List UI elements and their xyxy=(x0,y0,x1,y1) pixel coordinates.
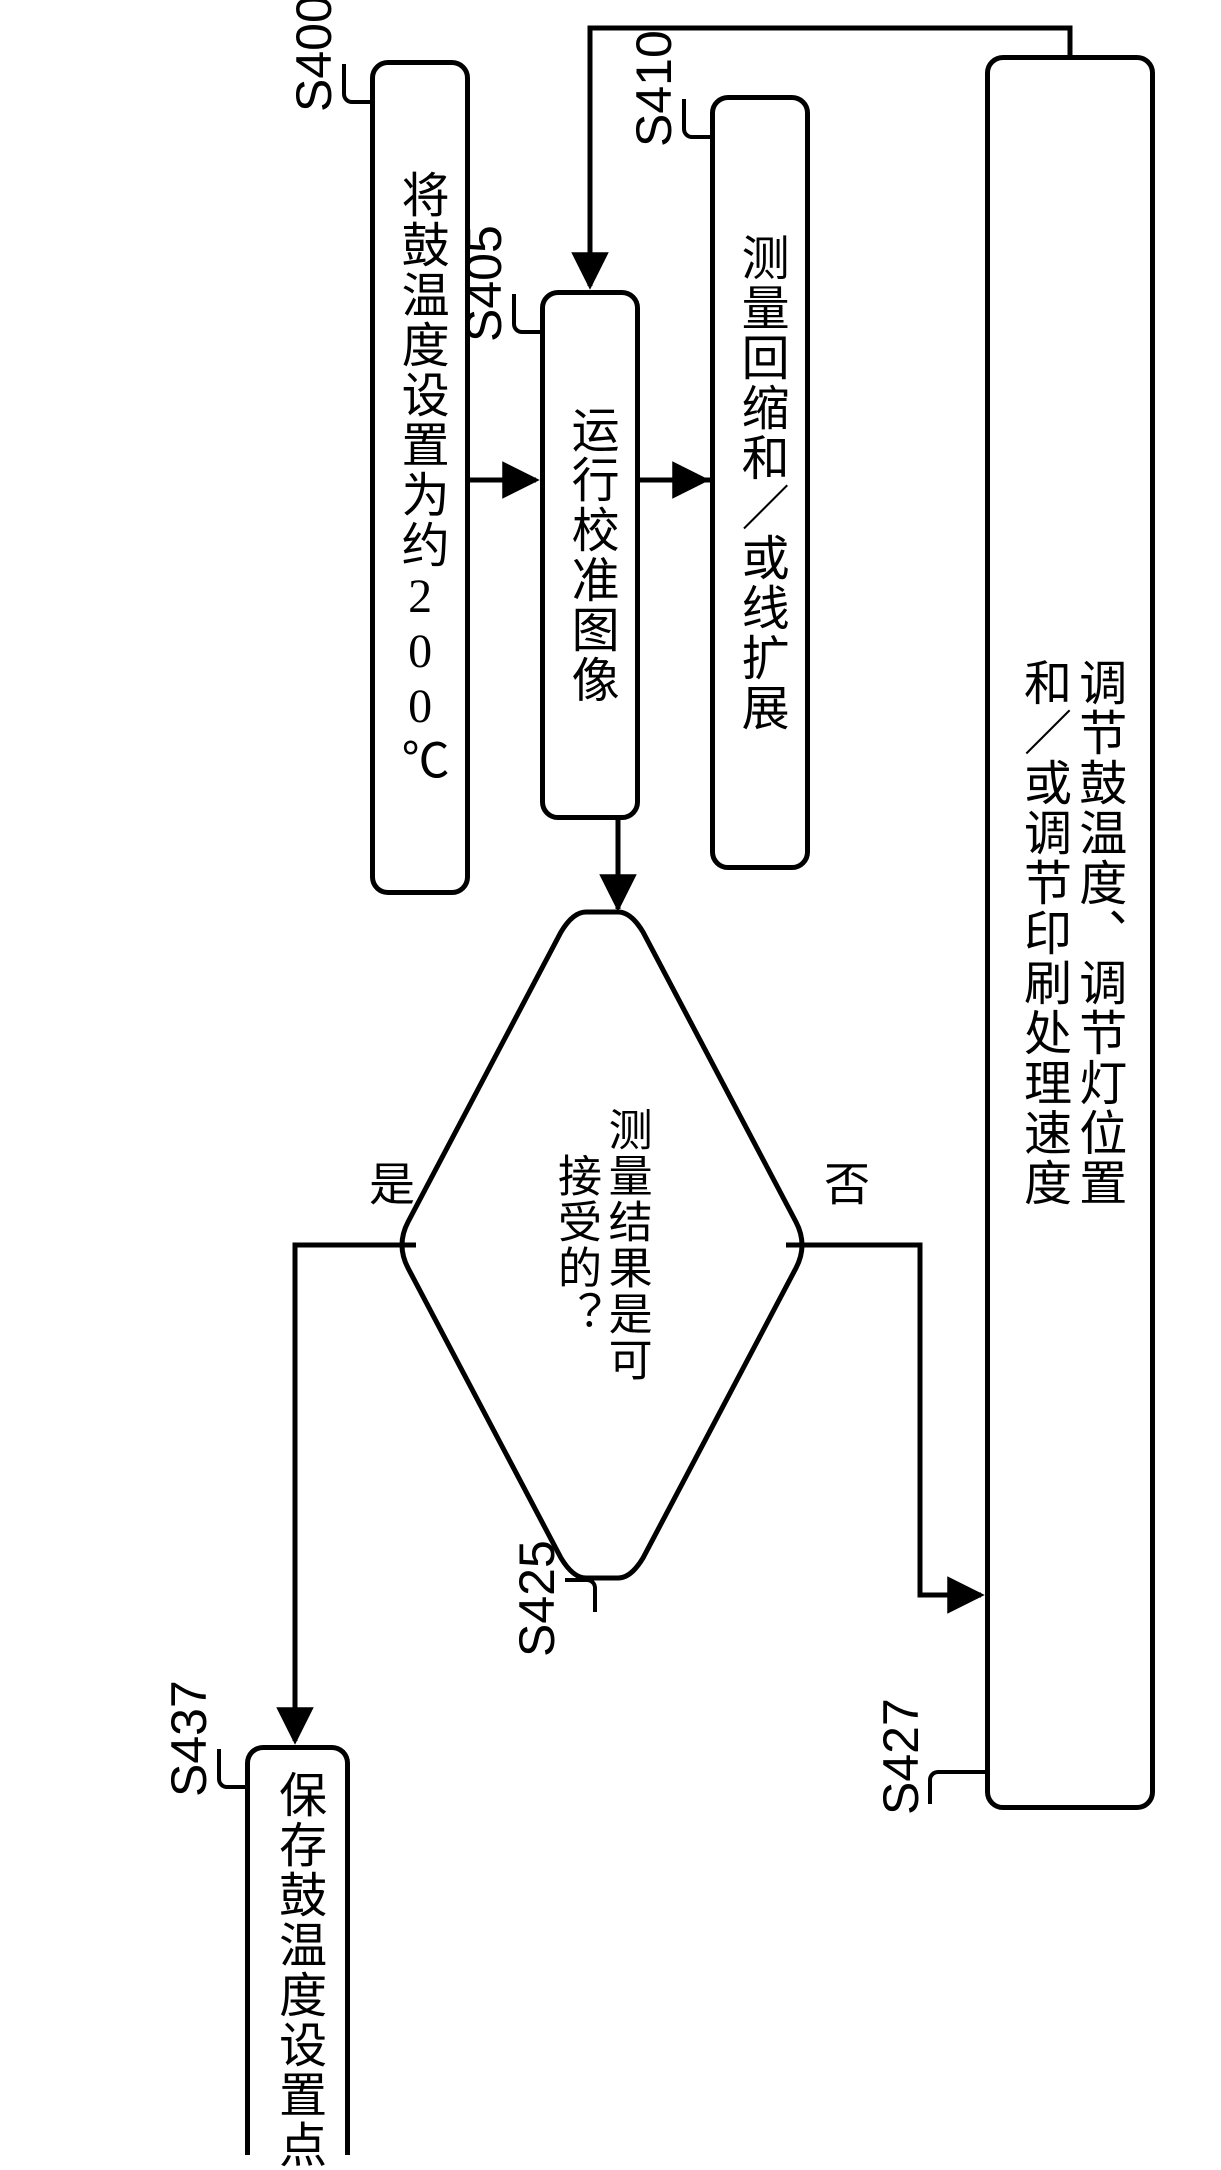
branch-yes: 是 xyxy=(355,1160,421,1206)
s410-text: 测量回缩和／或线扩展 xyxy=(732,233,787,733)
s410-label: S410 xyxy=(625,30,683,147)
s410-hook xyxy=(682,99,714,139)
s437-hook xyxy=(217,1749,249,1789)
s425-text: 测量结果是可 接受的？ xyxy=(549,1107,650,1383)
process-s400: 将鼓温度设置为约200℃ xyxy=(370,60,470,895)
flowchart-canvas: 将鼓温度设置为约200℃ S400 运行校准图像 S405 测量回缩和／或线扩展… xyxy=(0,0,1221,2155)
process-s405: 运行校准图像 xyxy=(540,290,640,820)
process-s437-open: 保存鼓温度设置点 xyxy=(245,1745,350,2155)
decision-s425-text: 测量结果是可 接受的？ xyxy=(500,950,700,1540)
s400-hook xyxy=(342,64,374,104)
s427-label: S427 xyxy=(872,1698,930,1815)
s437-label: S437 xyxy=(160,1680,218,1797)
s437-text: 保存鼓温度设置点 xyxy=(270,1770,325,2170)
s425-label: S425 xyxy=(508,1540,566,1657)
s427-text: 调节鼓温度、调节灯位置 和／或调节印刷处理速度 xyxy=(1015,658,1125,1208)
s405-hook xyxy=(512,294,544,334)
process-s427: 调节鼓温度、调节灯位置 和／或调节印刷处理速度 xyxy=(985,55,1155,1810)
s405-text: 运行校准图像 xyxy=(562,405,617,705)
s425-hook xyxy=(565,1578,597,1612)
branch-no: 否 xyxy=(810,1160,876,1206)
conn-yes xyxy=(295,1245,416,1741)
s400-text: 将鼓温度设置为约200℃ xyxy=(392,170,447,785)
s400-label: S400 xyxy=(285,0,343,112)
process-s410: 测量回缩和／或线扩展 xyxy=(710,95,810,870)
s427-hook xyxy=(928,1770,988,1804)
s405-label: S405 xyxy=(455,225,513,342)
conn-no xyxy=(786,1245,981,1595)
